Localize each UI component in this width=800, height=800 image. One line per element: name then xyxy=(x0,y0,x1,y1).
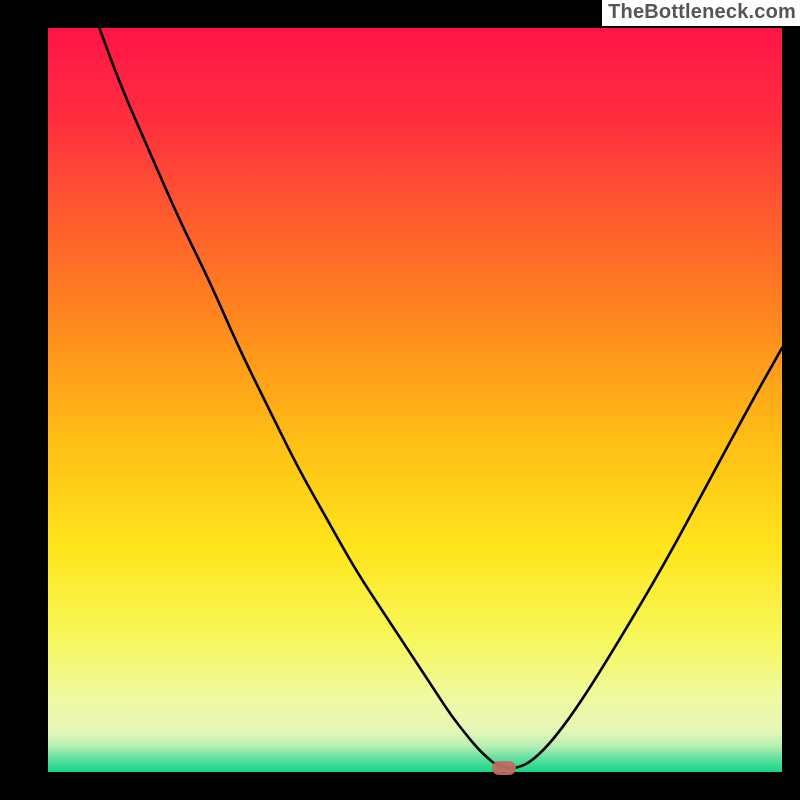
plot-area xyxy=(48,28,782,772)
trough-marker xyxy=(492,761,516,775)
plot-svg xyxy=(48,28,782,772)
chart-stage: TheBottleneck.com xyxy=(0,0,800,800)
attribution-label: TheBottleneck.com xyxy=(602,0,800,26)
